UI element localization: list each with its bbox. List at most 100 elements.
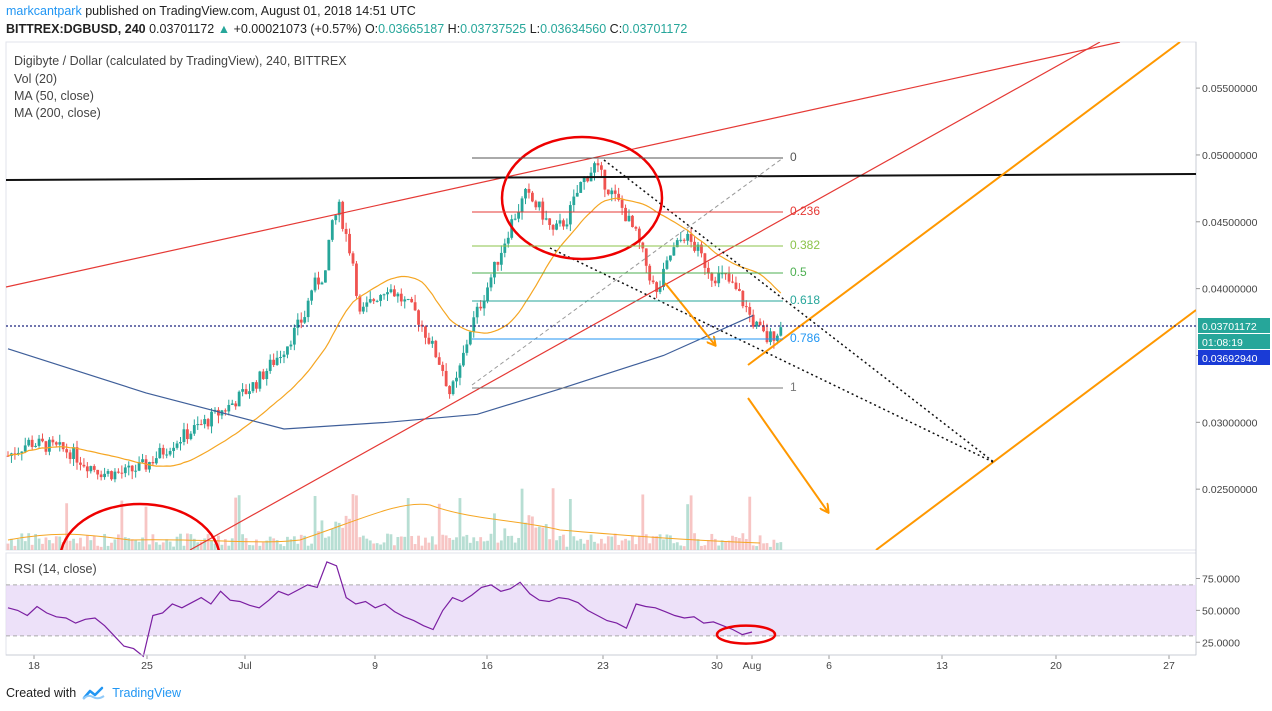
volume-bar [648,543,652,550]
bid-price-tag: 0.03692940 [1202,353,1258,365]
volume-bar [96,545,100,550]
candle-body [282,354,286,358]
candle-body [527,188,531,193]
candle-body [413,302,417,311]
candle-body [675,240,679,248]
volume-bar [506,535,510,550]
candle-body [593,163,596,173]
volume-bar [348,518,351,550]
candle-body [700,244,703,254]
candle-body [537,201,541,208]
author-link[interactable]: markcantpark [6,4,82,18]
rsi-tick-label: 50.0000 [1202,605,1240,617]
candle-body [268,359,272,371]
candle-body [631,215,634,228]
time-tick-label: Jul [238,660,251,672]
volume-bar [413,544,417,550]
candle-body [734,282,738,289]
volume-bar [565,546,569,550]
grid [5,41,1197,656]
volume-bar [168,541,172,550]
legend-ma200[interactable]: MA (200, close) [14,106,101,120]
candle-body [465,344,469,353]
volume-bar [27,533,31,550]
volume-bar [741,533,745,550]
candle-body [403,299,407,302]
volume-bar [579,538,583,550]
candle-body [210,411,213,427]
volume-bar [65,503,69,550]
volume-bar [382,542,386,550]
candle-body [430,340,434,344]
volume-bar [261,542,265,550]
rsi-line [7,561,753,658]
candle-body [493,261,496,278]
candle-body [689,233,693,242]
candle-body [710,273,714,281]
volume-bar [175,536,179,550]
candle-body [434,340,438,358]
volume-bar [113,539,117,550]
bottom-ellipse [59,502,221,550]
candle-body [582,177,586,183]
legend-vol[interactable]: Vol (20) [14,72,58,86]
close-label: C: [609,22,623,36]
candle-body [665,260,669,269]
volume-bar [582,543,586,550]
volume-bar [186,533,189,550]
candle-body [58,442,62,445]
volume-bar [379,544,382,550]
volume-bar [493,513,496,550]
candle-body [748,306,752,315]
candle-body [82,464,86,467]
close-value: 0.03701172 [622,22,688,36]
candle-body [161,447,165,455]
volume-bar [72,538,75,550]
candle-body [344,228,348,234]
volume-bar [306,545,310,550]
volume-bar [555,540,558,550]
top-ellipse [500,135,664,261]
candle-body [341,201,345,229]
candle-body [37,438,41,446]
candle-body [330,220,334,240]
candle-body [275,357,279,365]
volume-bar [365,538,369,550]
volume-bar [130,539,134,550]
candle-body [99,474,103,478]
volume-bar [134,539,138,550]
volume-bar [534,527,538,550]
volume-bar [110,542,113,550]
candle-body [437,357,441,365]
legend-rsi[interactable]: RSI (14, close) [14,562,97,576]
candle-body [731,281,734,283]
volume-bar [451,539,455,550]
volume-bar [510,535,514,550]
volume-bar [54,536,58,550]
last-price: 0.03701172 [149,22,215,36]
legend-ma50[interactable]: MA (50, close) [14,89,94,103]
tradingview-link[interactable]: TradingView [112,686,181,700]
time-tick-label: 20 [1050,660,1062,672]
volume-bar [548,539,552,550]
candle-body [672,247,676,256]
candle-body [248,391,251,395]
candle-body [727,273,731,282]
candle-body [120,472,124,474]
candles [6,158,783,483]
upper-trendline [6,42,1121,288]
candle-body [48,439,51,452]
candle-body [196,424,200,426]
volume-bar [665,534,669,550]
rsi-tick-label: 75.0000 [1202,574,1240,586]
candle-body [317,277,320,285]
symbol-label: BITTREX:DGBUSD, 240 [6,22,146,36]
volume-bar [644,534,648,550]
candle-body [610,190,614,195]
candle-body [775,335,779,341]
volume-bar [106,545,110,550]
candle-body [206,419,210,427]
candle-body [548,218,552,225]
volume-bar [255,539,258,550]
